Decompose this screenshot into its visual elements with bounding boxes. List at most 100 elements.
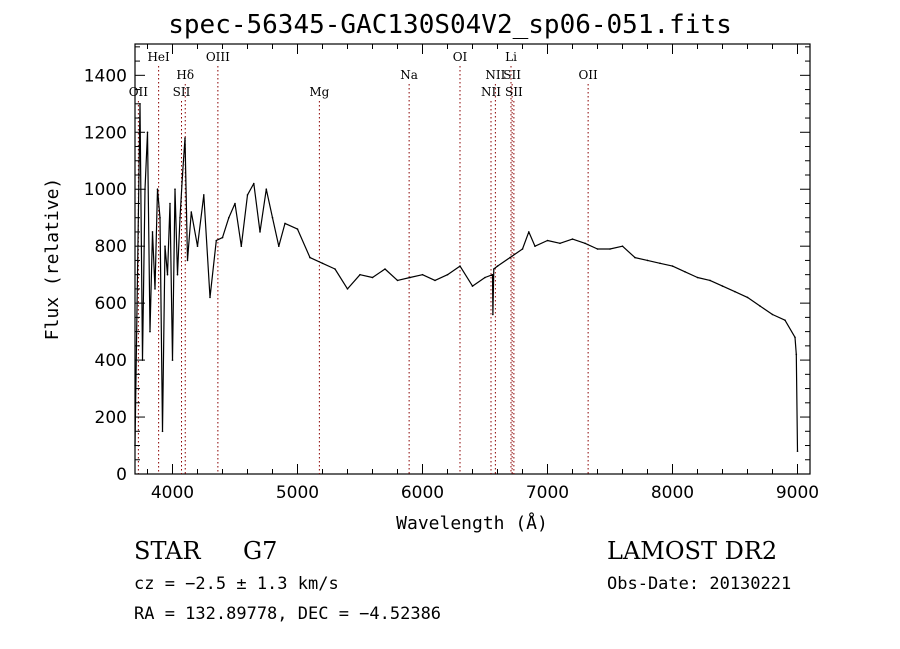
line-label-0: OII: [129, 85, 149, 99]
line-label-2: Hδ: [176, 68, 194, 82]
spectrum-point-13: [166, 273, 169, 276]
spectrum-point-55: [492, 313, 494, 316]
spectrum-point-62: [546, 239, 549, 242]
spectrum-point-31: [246, 194, 249, 196]
spectrum-point-9: [156, 188, 159, 190]
redshift-readout: cz = −2.5 ± 1.3 km/s: [134, 574, 339, 594]
spectrum-point-75: [709, 279, 711, 282]
spectrum-point-35: [271, 216, 274, 219]
spectrum-point-63: [559, 242, 561, 245]
line-label-5: Mg: [309, 85, 329, 99]
spectrum-point-84: [796, 450, 799, 453]
x-tick-label-4: 8000: [651, 483, 694, 503]
spectrum-point-82: [794, 336, 796, 339]
spectrum-point-53: [484, 276, 486, 279]
spectrum-point-6: [149, 330, 151, 333]
spectrum-point-20: [184, 137, 186, 139]
spectrum-point-11: [161, 430, 164, 433]
spectrum-point-64: [571, 238, 574, 240]
x-tick-label-2: 6000: [401, 483, 444, 503]
spectrum-series: [134, 103, 799, 453]
spectrum-point-33: [259, 231, 261, 233]
coordinates-readout: RA = 132.89778, DEC = −4.52386: [134, 604, 442, 624]
spectrum-point-19: [181, 174, 184, 176]
line-label-9: NII: [485, 68, 505, 82]
y-tick-label-0: 0: [116, 465, 127, 485]
spectrum-point-8: [154, 288, 156, 290]
line-label-7: OI: [453, 50, 468, 64]
spectrum-point-28: [228, 216, 230, 219]
spectrum-point-37: [284, 222, 286, 225]
spectrum-point-66: [596, 248, 599, 250]
spectrum-point-45: [384, 268, 386, 270]
spectrum-point-56: [493, 268, 495, 270]
spectrum-point-81: [784, 319, 786, 322]
spectrum-point-15: [171, 359, 174, 361]
spectrum-point-48: [421, 273, 424, 276]
spectrum-point-40: [321, 262, 324, 265]
spectrum-point-74: [696, 276, 699, 279]
object-class: STAR: [134, 537, 201, 565]
spectrum-point-41: [334, 268, 336, 270]
line-label-1: HeI: [147, 50, 170, 64]
spectrum-point-49: [434, 279, 436, 282]
spectrum-point-67: [609, 248, 611, 250]
obs-date-readout: Obs-Date: 20130221: [607, 574, 792, 594]
y-tick-label-4: 800: [95, 237, 127, 257]
line-label-12: SII: [505, 85, 523, 99]
spectrum-point-42: [346, 288, 349, 290]
spectrum-point-16: [174, 188, 176, 190]
line-label-13: OII: [578, 68, 598, 82]
y-tick-label-6: 1200: [84, 123, 127, 143]
line-label-4: OIII: [206, 50, 230, 64]
spectrum-point-10: [159, 216, 161, 219]
spectrum-point-21: [186, 259, 189, 262]
spectrum-point-38: [296, 228, 299, 230]
spectrum-point-57: [496, 265, 499, 267]
spectrum-point-39: [309, 256, 311, 259]
spectrum-point-26: [215, 239, 218, 242]
y-tick-label-2: 400: [95, 351, 127, 371]
spectrum-point-47: [409, 276, 411, 279]
spectrum-point-14: [169, 202, 171, 205]
spectrum-point-52: [471, 285, 474, 287]
line-label-11: SII: [503, 68, 521, 82]
spectrum-point-25: [209, 296, 211, 299]
plot-border: [134, 43, 811, 475]
x-axis-ticks: 4000 5000 6000 7000 8000 9000: [147, 44, 819, 503]
line-label-8: NII: [481, 85, 501, 99]
spectrum-point-18: [179, 216, 181, 219]
spectrum-point-22: [190, 211, 193, 213]
y-axis-ticks: 0 200 400 600 800 1000 1200 1400: [84, 46, 810, 485]
spectrum-point-24: [203, 194, 205, 196]
spectrum-point-59: [521, 248, 524, 250]
spectrum-point-7: [151, 231, 154, 233]
spectrum-point-44: [371, 276, 374, 279]
spectrum-point-29: [234, 202, 236, 205]
line-label-6: Na: [400, 68, 418, 82]
spectrum-point-79: [759, 305, 761, 307]
spectrum-point-61: [534, 245, 536, 247]
spectrum-point-34: [265, 188, 268, 190]
spectrum-point-50: [446, 273, 449, 276]
spectrum-point-71: [659, 262, 661, 265]
y-axis-label: Flux (relative): [42, 178, 63, 341]
chart-title: spec-56345-GAC130S04V2_sp06-051.fits: [168, 10, 732, 40]
x-tick-label-0: 4000: [151, 483, 194, 503]
spectrum-point-72: [671, 265, 674, 267]
object-subclass: G7: [243, 537, 278, 565]
spectrum-point-83: [795, 353, 798, 356]
plot-frame: [134, 43, 811, 475]
line-label-10: Li: [505, 50, 517, 64]
x-tick-label-1: 5000: [276, 483, 319, 503]
spectrum-point-46: [396, 279, 399, 282]
spectrum-point-36: [278, 245, 280, 247]
spectrum-point-78: [746, 296, 749, 299]
spectrum-point-12: [164, 245, 166, 247]
spectrum-point-17: [176, 273, 179, 276]
spectrum-point-69: [634, 256, 636, 259]
y-tick-label-5: 1000: [84, 180, 127, 200]
spectrum-point-30: [240, 245, 243, 247]
